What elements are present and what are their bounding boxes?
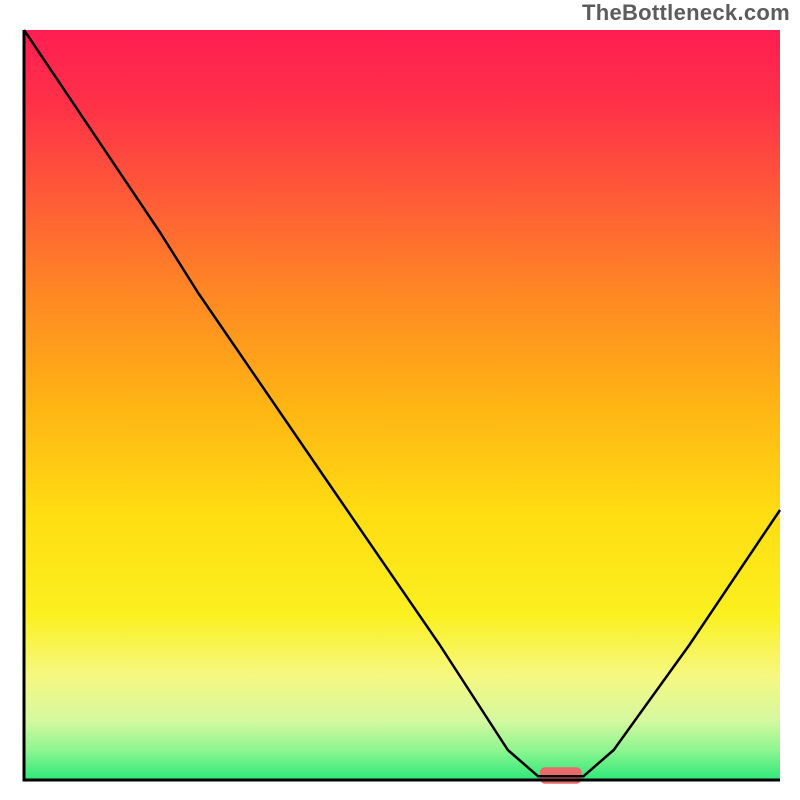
bottleneck-chart-svg	[0, 0, 800, 800]
chart-container: TheBottleneck.com	[0, 0, 800, 800]
watermark-text: TheBottleneck.com	[582, 0, 790, 26]
chart-background	[24, 30, 780, 780]
